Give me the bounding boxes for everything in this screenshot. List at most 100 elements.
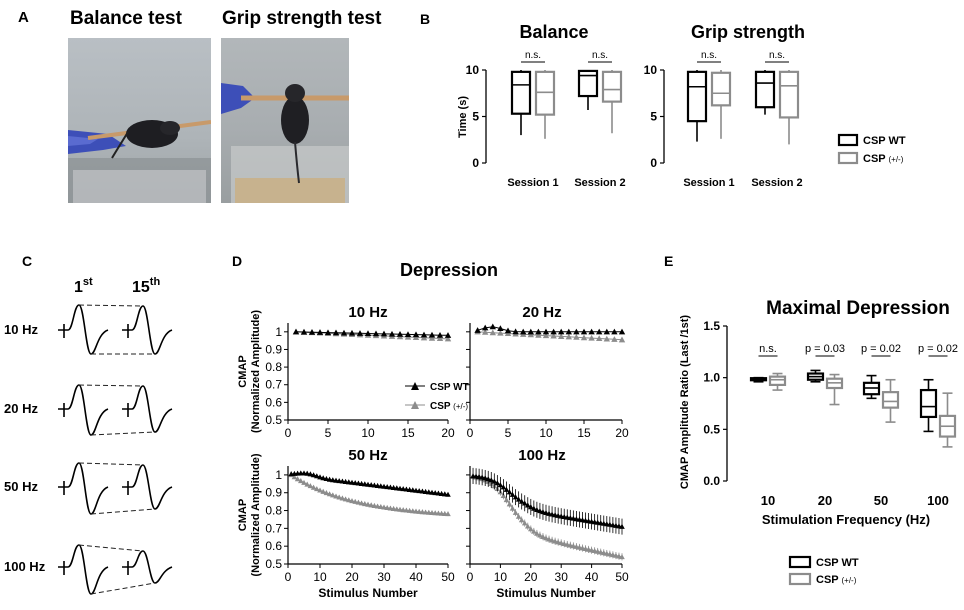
d10-data-point [404, 331, 412, 337]
legend-b-wt-swatch [837, 133, 859, 147]
d50-x-tick-label: 50 [441, 570, 455, 584]
cmap-dashed-guide [90, 582, 156, 595]
d10-data-point [444, 335, 452, 342]
d100-data-point [521, 500, 528, 506]
d50-data-point [352, 498, 358, 504]
maxdep-category-label: 10 [761, 493, 775, 508]
grip-box [710, 71, 732, 107]
d10-data-point [300, 328, 308, 335]
d10-x-tick-label: 0 [285, 426, 292, 440]
d50-data-point [355, 499, 362, 505]
d50-x-axis-label: Stimulus Number [318, 586, 418, 600]
d50-series-line [290, 474, 449, 515]
d20-x-tick-label: 10 [539, 426, 553, 440]
d50-data-point [339, 495, 346, 501]
d10-data-point [388, 330, 396, 337]
d10-y-tick-label: 0.9 [265, 342, 282, 356]
cmap-trace-fifteenth [122, 305, 173, 355]
d100-x-tick-label: 10 [494, 570, 508, 584]
d50-data-point [371, 502, 378, 508]
d10-data-point [436, 335, 444, 342]
d100-data-point [506, 501, 513, 507]
d20-data-point [497, 325, 504, 332]
d100-data-point [497, 482, 504, 488]
d10-y-tick-label: 0.6 [265, 395, 282, 409]
maxdep-category-label: 20 [818, 493, 832, 508]
balance-box [534, 70, 556, 116]
d20-data-point [573, 328, 580, 335]
d50-data-point [336, 494, 342, 500]
d100-data-point [503, 497, 510, 503]
d20-data-point [588, 334, 595, 341]
d100-data-point [524, 502, 531, 508]
d10-data-point [316, 329, 324, 335]
legend-d-het-marker [411, 401, 419, 409]
cmap-trace-first [58, 544, 109, 595]
d50-data-point [320, 488, 326, 494]
d10-y-tick-label: 0.7 [265, 378, 282, 392]
d20-data-point [535, 328, 542, 335]
grip-category-label: Session 2 [751, 177, 802, 189]
d100-x-tick-label: 20 [524, 570, 538, 584]
d10-data-point [324, 329, 332, 336]
fifteenth-label: 15th [132, 276, 160, 296]
legend-e-het-label: CSP (+/-) [816, 574, 857, 586]
d100-data-point [537, 532, 543, 538]
d50-data-point [323, 490, 330, 496]
d50-y-tick-label: 0.8 [265, 504, 282, 518]
cmap-dashed-guide [90, 508, 156, 515]
cmap-dashed-guide [78, 462, 144, 466]
d10-data-point [380, 330, 388, 337]
cmap-row-label: 20 Hz [4, 401, 38, 416]
d50-y-axis-label-line1: CMAP [237, 499, 249, 531]
d10-data-point [420, 331, 428, 338]
maxdep-significance-label: n.s. [759, 343, 777, 355]
maximal-depression-boxplot: 0.0 0.5 1.0 1.5 Maximal Depression CMAP Ampli… [679, 298, 958, 527]
balance-y-tick-label: 5 [472, 110, 479, 124]
d50-data-point [320, 475, 326, 481]
d50-data-point [326, 491, 333, 497]
d10-data-point [308, 328, 316, 335]
d20-data-point [550, 328, 557, 335]
legend-e: CSP WT CSP (+/-) [788, 555, 859, 586]
d10-data-point [340, 329, 348, 336]
grip-box [754, 70, 776, 109]
d50-y-tick-label: 0.7 [265, 521, 282, 535]
d100-data-point [528, 526, 534, 532]
d100-data-point [537, 508, 543, 514]
d50-y-tick-label: 1 [275, 468, 282, 482]
d50-data-point [310, 484, 317, 490]
legend-b-het-label: CSP (+/-) [863, 153, 904, 165]
d50-data-point [314, 486, 320, 492]
d10-data-point [332, 329, 340, 336]
d100-data-point [619, 523, 625, 529]
d20-data-point [558, 328, 565, 335]
grip-y-tick-label: 5 [650, 110, 657, 124]
d50-x-tick-label: 10 [313, 570, 327, 584]
d100-data-point [524, 523, 531, 529]
maxdep-box [881, 391, 900, 409]
legend-d-het-label: CSP (+/-) [430, 401, 468, 412]
d100-data-point [518, 517, 525, 523]
d100-data-point [521, 520, 528, 526]
d100-data-point [528, 504, 534, 510]
legend-d-het-name: CSP [430, 401, 451, 412]
d20-data-point [474, 327, 481, 333]
d10-y-tick-label: 0.8 [265, 360, 282, 374]
d20-data-point [527, 328, 534, 335]
d100-data-point [555, 539, 561, 545]
d20-data-point [504, 327, 512, 334]
maxdep-significance-label: p = 0.02 [918, 343, 958, 355]
panel-d-label: D [232, 253, 242, 269]
maxdep-category-label: 50 [874, 493, 888, 508]
cmap-row-label: 10 Hz [4, 322, 38, 337]
legend-e-het-suffix: (+/-) [841, 576, 856, 585]
grip-y-tick-label: 10 [644, 63, 658, 77]
panel-c-label: C [22, 253, 32, 269]
d100-data-point [515, 496, 522, 502]
cmap-row-label: 100 Hz [4, 559, 46, 574]
d100-data-point [546, 536, 552, 542]
d50-data-point [304, 481, 310, 487]
